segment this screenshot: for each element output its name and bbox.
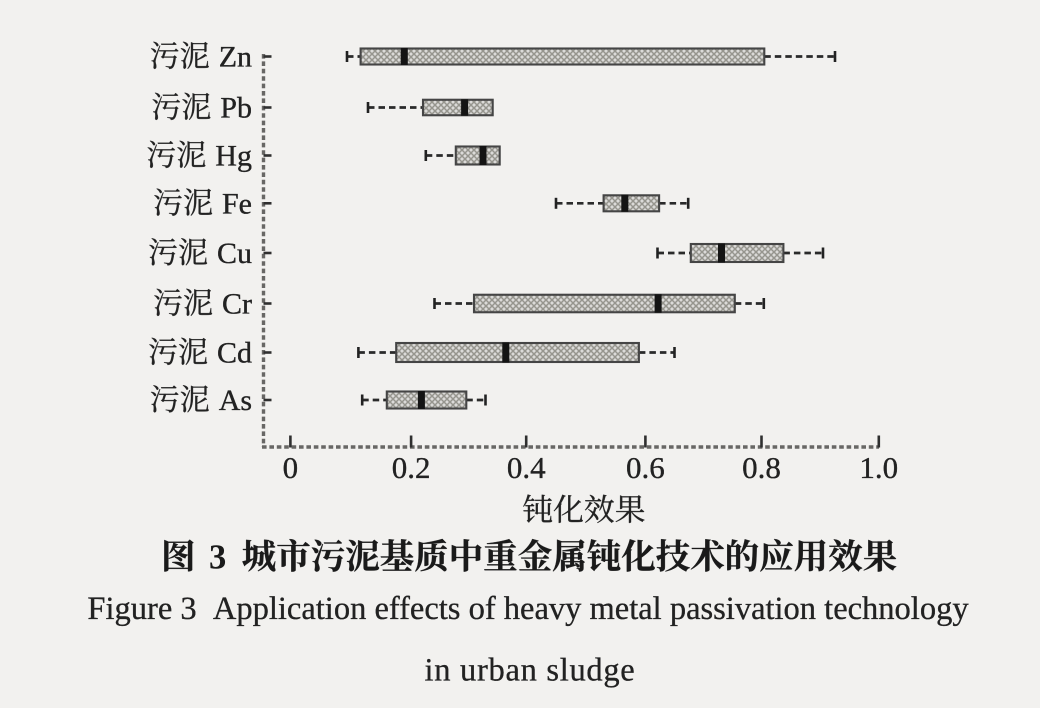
svg-text:As: As: [219, 384, 252, 417]
svg-text:Hg: Hg: [215, 140, 252, 173]
svg-text:Pb: Pb: [220, 92, 252, 125]
svg-text:0: 0: [283, 450, 299, 485]
svg-text:1.0: 1.0: [859, 450, 898, 485]
svg-text:0.2: 0.2: [392, 450, 431, 485]
svg-text:Zn: Zn: [219, 41, 252, 74]
svg-text:Cd: Cd: [217, 337, 252, 370]
svg-text:Fe: Fe: [222, 187, 252, 220]
svg-text:3: 3: [209, 539, 226, 577]
svg-text:Cr: Cr: [222, 288, 252, 321]
svg-text:Figure 3 Application effects: Figure 3 Application effects of heavy me…: [87, 591, 969, 627]
svg-text:0.6: 0.6: [626, 450, 665, 485]
svg-text:0.4: 0.4: [507, 450, 546, 485]
svg-text:0.8: 0.8: [742, 450, 781, 485]
svg-text:in urban sludge: in urban sludge: [425, 653, 636, 689]
svg-text:Cu: Cu: [217, 237, 252, 270]
